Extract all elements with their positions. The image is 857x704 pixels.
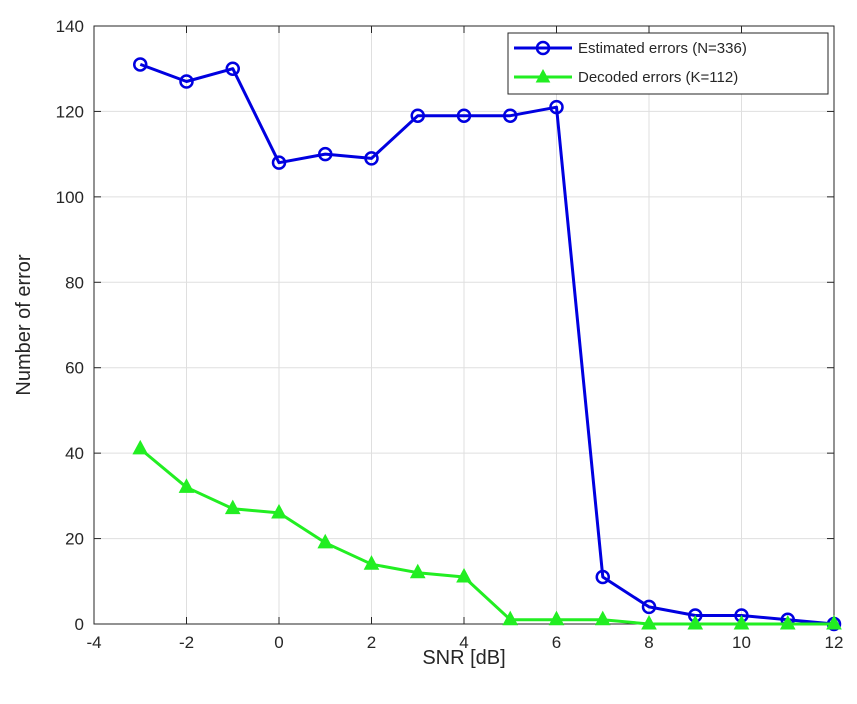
data-point [318, 146, 333, 162]
data-point [225, 61, 240, 76]
y-tick-label: 80 [65, 273, 84, 292]
data-point [224, 499, 241, 515]
y-tick-label: 0 [75, 615, 84, 634]
data-point [779, 614, 796, 630]
data-point [456, 108, 472, 123]
x-tick-label: -4 [86, 633, 101, 652]
x-tick-label: -2 [179, 633, 194, 652]
legend-marker-estimated [535, 40, 551, 56]
y-tick-label: 60 [65, 359, 84, 378]
data-point [410, 108, 425, 123]
x-tick-label: 12 [825, 633, 844, 652]
y-axis: 0 20 40 60 80 100 120 140 [56, 17, 834, 634]
data-point [502, 610, 519, 626]
legend: Estimated errors (N=336) Decoded errors … [507, 32, 829, 95]
y-tick-label: 120 [56, 102, 84, 121]
x-tick-label: 0 [274, 633, 283, 652]
data-point [179, 74, 194, 89]
data-point [133, 57, 148, 72]
data-point [687, 614, 704, 630]
x-tick-label: 8 [644, 633, 653, 652]
data-point [271, 155, 287, 170]
y-tick-label: 140 [56, 17, 84, 36]
series-estimated-errors [133, 57, 842, 632]
data-point [409, 563, 426, 579]
data-point [132, 439, 149, 455]
data-point [364, 151, 379, 166]
legend-label-decoded: Decoded errors (K=112) [578, 69, 738, 86]
x-tick-label: 10 [732, 633, 751, 652]
data-point [826, 614, 842, 630]
data-point [733, 614, 750, 630]
data-point [178, 478, 195, 493]
data-point [595, 569, 610, 585]
y-axis-label: Number of error [13, 254, 35, 395]
y-tick-label: 100 [56, 188, 84, 207]
data-point [594, 610, 611, 626]
x-tick-label: 2 [367, 633, 376, 652]
x-tick-label: 4 [459, 633, 468, 652]
x-axis-label: SNR [dB] [422, 647, 505, 669]
series-layer [132, 57, 842, 632]
data-point [503, 108, 518, 123]
x-tick-label: 6 [552, 633, 561, 652]
data-point [641, 614, 657, 630]
legend-box [507, 32, 829, 95]
series-decoded-errors [132, 439, 842, 630]
y-tick-label: 20 [65, 530, 84, 549]
series-line [139, 447, 834, 626]
data-point [363, 555, 380, 570]
data-point [271, 503, 287, 519]
data-point [548, 610, 565, 626]
data-point [456, 567, 472, 583]
legend-marker-decoded [535, 68, 551, 83]
series-line [139, 62, 835, 626]
data-point [317, 533, 334, 549]
data-point [641, 599, 657, 615]
legend-label-estimated: Estimated errors (N=336) [578, 40, 747, 57]
data-point [549, 99, 564, 115]
y-tick-label: 40 [65, 444, 84, 463]
